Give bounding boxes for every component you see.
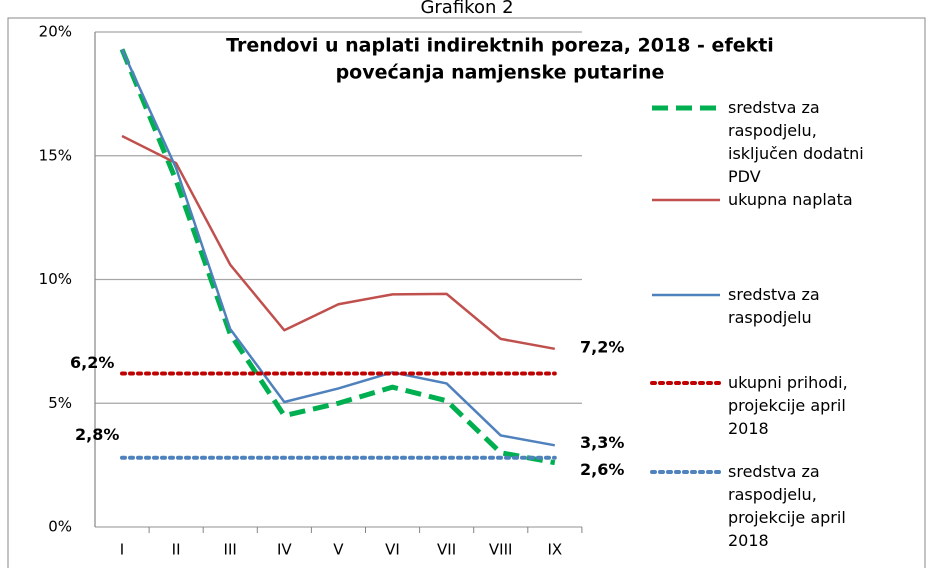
y-tick-label: 15% bbox=[39, 146, 72, 164]
data-label: 7,2% bbox=[580, 337, 624, 356]
series-line bbox=[121, 134, 556, 351]
legend-label: sredstva za raspodjelu bbox=[728, 285, 825, 327]
data-label: 3,3% bbox=[580, 433, 624, 452]
x-tick-label: VII bbox=[437, 541, 456, 559]
series-line bbox=[120, 48, 556, 447]
legend-label: ukupni prihodi, projekcije april 2018 bbox=[728, 373, 853, 438]
y-tick-label: 0% bbox=[48, 518, 72, 536]
caption: Grafikon 2 bbox=[420, 0, 513, 18]
x-tick-label: VIII bbox=[489, 541, 513, 559]
chart-frame bbox=[7, 17, 926, 568]
data-label: 2,6% bbox=[580, 460, 624, 479]
x-tick-label: IV bbox=[277, 541, 292, 559]
y-tick-label: 20% bbox=[39, 23, 72, 41]
x-tick-label: VI bbox=[385, 541, 400, 559]
x-tick-label: II bbox=[172, 541, 181, 559]
chart-title: povećanja namjenske putarine bbox=[336, 62, 665, 84]
x-tick-label: V bbox=[333, 541, 344, 559]
x-tick-label: IX bbox=[547, 541, 562, 559]
series-line bbox=[119, 48, 556, 466]
data-label: 2,8% bbox=[75, 425, 119, 444]
legend-label: sredstva za raspodjelu, isključen dodatn… bbox=[728, 98, 869, 186]
y-tick-label: 10% bbox=[39, 270, 72, 288]
legend-label: sredstva za raspodjelu, projekcije april… bbox=[728, 462, 851, 550]
x-tick-label: I bbox=[120, 541, 124, 559]
y-tick-label: 5% bbox=[48, 394, 72, 412]
chart-title: Trendovi u naplati indirektnih poreza, 2… bbox=[226, 35, 774, 57]
data-label: 6,2% bbox=[70, 353, 114, 372]
legend-label: ukupna naplata bbox=[728, 190, 853, 209]
x-tick-label: III bbox=[224, 541, 237, 559]
